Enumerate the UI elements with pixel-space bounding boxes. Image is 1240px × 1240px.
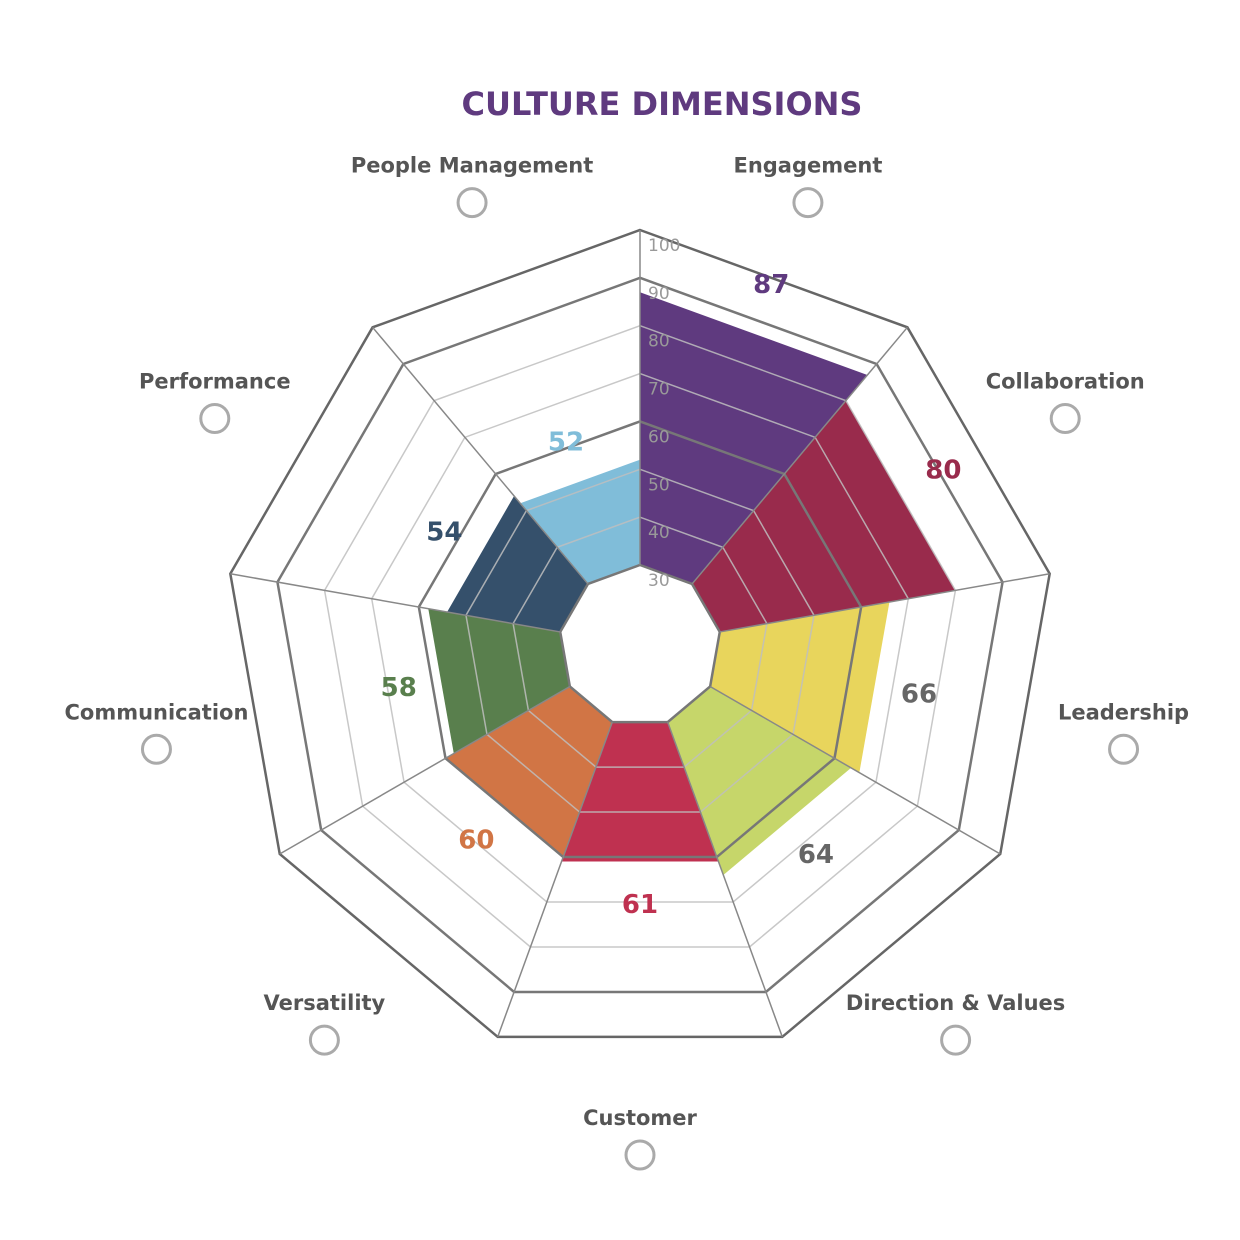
category-label: Versatility <box>264 991 386 1015</box>
category-label: Engagement <box>733 154 882 178</box>
category-icon <box>1049 403 1081 434</box>
value-label: 58 <box>381 673 417 703</box>
ring-grid-line <box>370 372 910 903</box>
category-icon <box>624 1139 656 1171</box>
category-icon <box>199 403 231 434</box>
category-icon <box>308 1024 340 1056</box>
value-label: 66 <box>901 680 937 710</box>
ring-grid-line <box>229 228 1051 1039</box>
spoke <box>372 326 589 585</box>
sector-bar <box>445 686 613 858</box>
spoke <box>497 721 614 1038</box>
spoke <box>666 721 783 1038</box>
ring-grid-line <box>558 563 722 724</box>
sector-bar <box>710 602 890 773</box>
category-label: Performance <box>139 370 291 394</box>
value-label: 87 <box>753 270 789 300</box>
sector-bar <box>447 495 588 632</box>
value-label: 80 <box>925 455 961 485</box>
category-label: People Management <box>351 154 593 178</box>
category-icon <box>792 187 824 219</box>
spoke <box>719 573 1050 633</box>
ring-grid-line <box>417 420 863 859</box>
sector-bar <box>640 292 868 584</box>
value-label: 52 <box>548 427 584 457</box>
spoke <box>691 326 908 585</box>
spoke <box>709 685 1001 855</box>
ring-grid-line <box>512 516 768 768</box>
spoke <box>279 685 571 855</box>
r-tick-label: 50 <box>648 475 670 495</box>
ring-grid-line <box>276 276 1004 994</box>
value-label: 60 <box>458 826 494 856</box>
r-tick-label: 100 <box>648 236 680 256</box>
category-label: Leadership <box>1058 700 1189 724</box>
spoke <box>230 573 561 633</box>
r-tick-label: 30 <box>648 571 670 591</box>
ring-grid-line <box>323 324 957 948</box>
category-icon <box>940 1024 972 1056</box>
value-label: 64 <box>798 840 834 870</box>
category-label: Collaboration <box>986 370 1145 394</box>
sector-bar <box>692 400 956 632</box>
value-label: 61 <box>622 890 658 920</box>
r-tick-label: 70 <box>648 380 670 400</box>
category-icon <box>140 733 172 765</box>
sector-bar <box>520 459 640 584</box>
category-label: Communication <box>64 700 248 724</box>
category-icon <box>1108 733 1140 765</box>
r-tick-label: 40 <box>648 523 670 543</box>
sector-bar <box>667 686 852 876</box>
sector-bar <box>561 722 719 862</box>
r-tick-label: 80 <box>648 332 670 352</box>
r-tick-label: 90 <box>648 284 670 304</box>
category-icon <box>456 187 488 219</box>
category-label: Customer <box>583 1106 697 1130</box>
value-label: 54 <box>426 518 462 548</box>
category-label: Direction & Values <box>846 991 1065 1015</box>
r-tick-label: 60 <box>648 427 670 447</box>
sector-bar <box>428 608 570 754</box>
ring-grid-line <box>465 468 815 813</box>
chart-title: CULTURE DIMENSIONS <box>462 85 863 123</box>
